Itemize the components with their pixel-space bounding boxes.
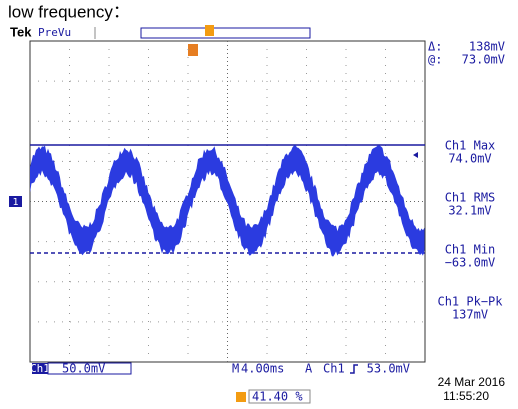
position-box [248,389,311,404]
cursor-label: @: [428,53,442,67]
mode: PreVu [38,26,71,39]
channel-box [32,363,48,374]
slope-icon [350,364,358,374]
timebase-label: M [232,362,239,376]
measurement-label: Ch1 Pk−Pk [437,295,503,309]
trigger-marker [188,44,198,56]
title: low frequency： [8,2,130,21]
cursor-value: 73.0mV [462,53,505,67]
brand: Tek [10,24,32,39]
trigger-source: Ch1 [323,362,345,376]
trigger-level: 53.0mV [367,362,410,376]
status-scale: 50.0mV [62,362,105,376]
measurement-value: 137mV [452,308,488,322]
waveform [30,145,425,257]
status-channel: Ch1 [30,362,50,375]
measurement-value: 74.0mV [448,152,491,166]
record-bar [140,27,311,39]
measurement-value: −63.0mV [445,256,496,270]
trigger-icon [205,25,214,36]
trigger-position: 41.40 % [252,390,303,404]
measurement-label: Ch1 Max [445,139,496,153]
date: 24 Mar 2016 [438,375,506,389]
scale-box [47,362,132,375]
cursor-label: Δ: [428,40,442,54]
channel-marker: 1 [12,197,18,208]
timebase: 4.00ms [241,362,284,376]
measurement-label: Ch1 RMS [445,191,496,205]
trigger-mode: A [305,362,313,376]
time: 11:55:20 [443,389,489,403]
trigger-icon [236,392,246,402]
measurement-label: Ch1 Min [445,243,496,257]
cursor-value: 138mV [469,40,505,54]
level-marker [413,152,418,158]
channel-marker-box [9,196,22,207]
measurement-value: 32.1mV [448,204,491,218]
